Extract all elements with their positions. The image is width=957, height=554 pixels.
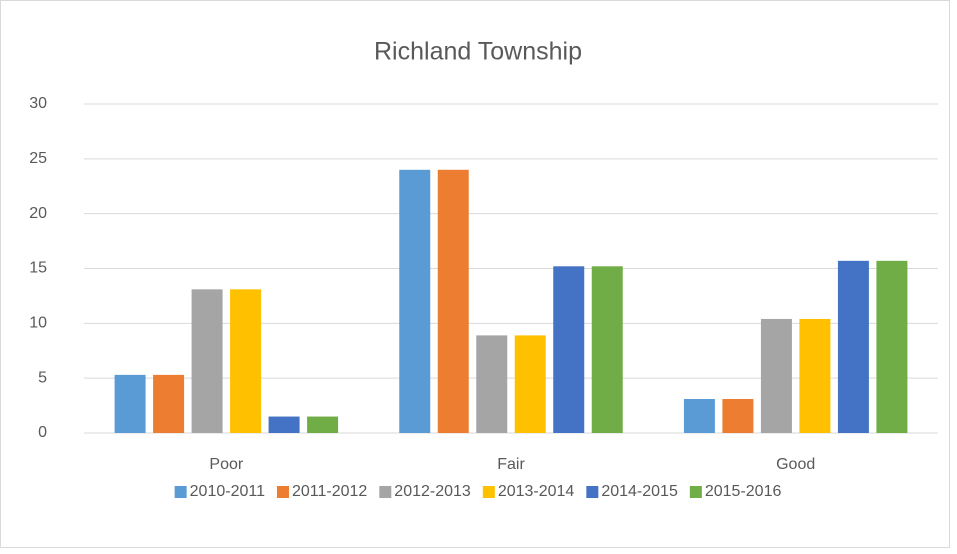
bar bbox=[876, 260, 908, 433]
bar bbox=[268, 416, 300, 433]
chart-title: Richland Township bbox=[374, 38, 582, 66]
y-tick-label: 30 bbox=[29, 95, 47, 112]
x-tick-label: Good bbox=[776, 456, 815, 473]
bar bbox=[683, 399, 715, 433]
bar bbox=[799, 318, 831, 433]
y-tick-label: 20 bbox=[29, 205, 47, 222]
legend-swatch bbox=[586, 486, 599, 498]
bar bbox=[230, 289, 262, 433]
legend-swatch bbox=[482, 486, 495, 498]
bar bbox=[114, 374, 146, 433]
legend-label: 2010-2011 bbox=[190, 483, 265, 500]
y-tick-label: 25 bbox=[29, 150, 47, 167]
legend-label: 2012-2013 bbox=[394, 483, 471, 500]
y-tick-label: 0 bbox=[38, 424, 47, 441]
legend-swatch bbox=[379, 486, 392, 498]
legend-swatch bbox=[689, 486, 702, 498]
x-tick-label: Fair bbox=[497, 456, 525, 473]
y-tick-label: 10 bbox=[29, 315, 47, 332]
bar bbox=[191, 289, 223, 433]
bar bbox=[837, 260, 869, 433]
legend-swatch bbox=[276, 486, 289, 498]
bar bbox=[591, 266, 623, 433]
bar bbox=[153, 374, 185, 433]
bar bbox=[399, 169, 431, 434]
bar bbox=[476, 335, 508, 433]
bar bbox=[722, 399, 754, 433]
legend-label: 2011-2012 bbox=[292, 483, 367, 500]
bar bbox=[514, 335, 546, 433]
legend-label: 2014-2015 bbox=[601, 483, 678, 500]
bar bbox=[553, 266, 585, 433]
bar bbox=[437, 169, 469, 434]
bar bbox=[307, 416, 339, 433]
x-tick-label: Poor bbox=[209, 456, 243, 473]
bar bbox=[760, 318, 792, 433]
legend-swatch bbox=[174, 486, 187, 498]
y-tick-label: 15 bbox=[29, 260, 47, 277]
legend-label: 2013-2014 bbox=[498, 483, 575, 500]
legend-label: 2015-2016 bbox=[705, 483, 782, 500]
y-tick-label: 5 bbox=[38, 369, 47, 386]
